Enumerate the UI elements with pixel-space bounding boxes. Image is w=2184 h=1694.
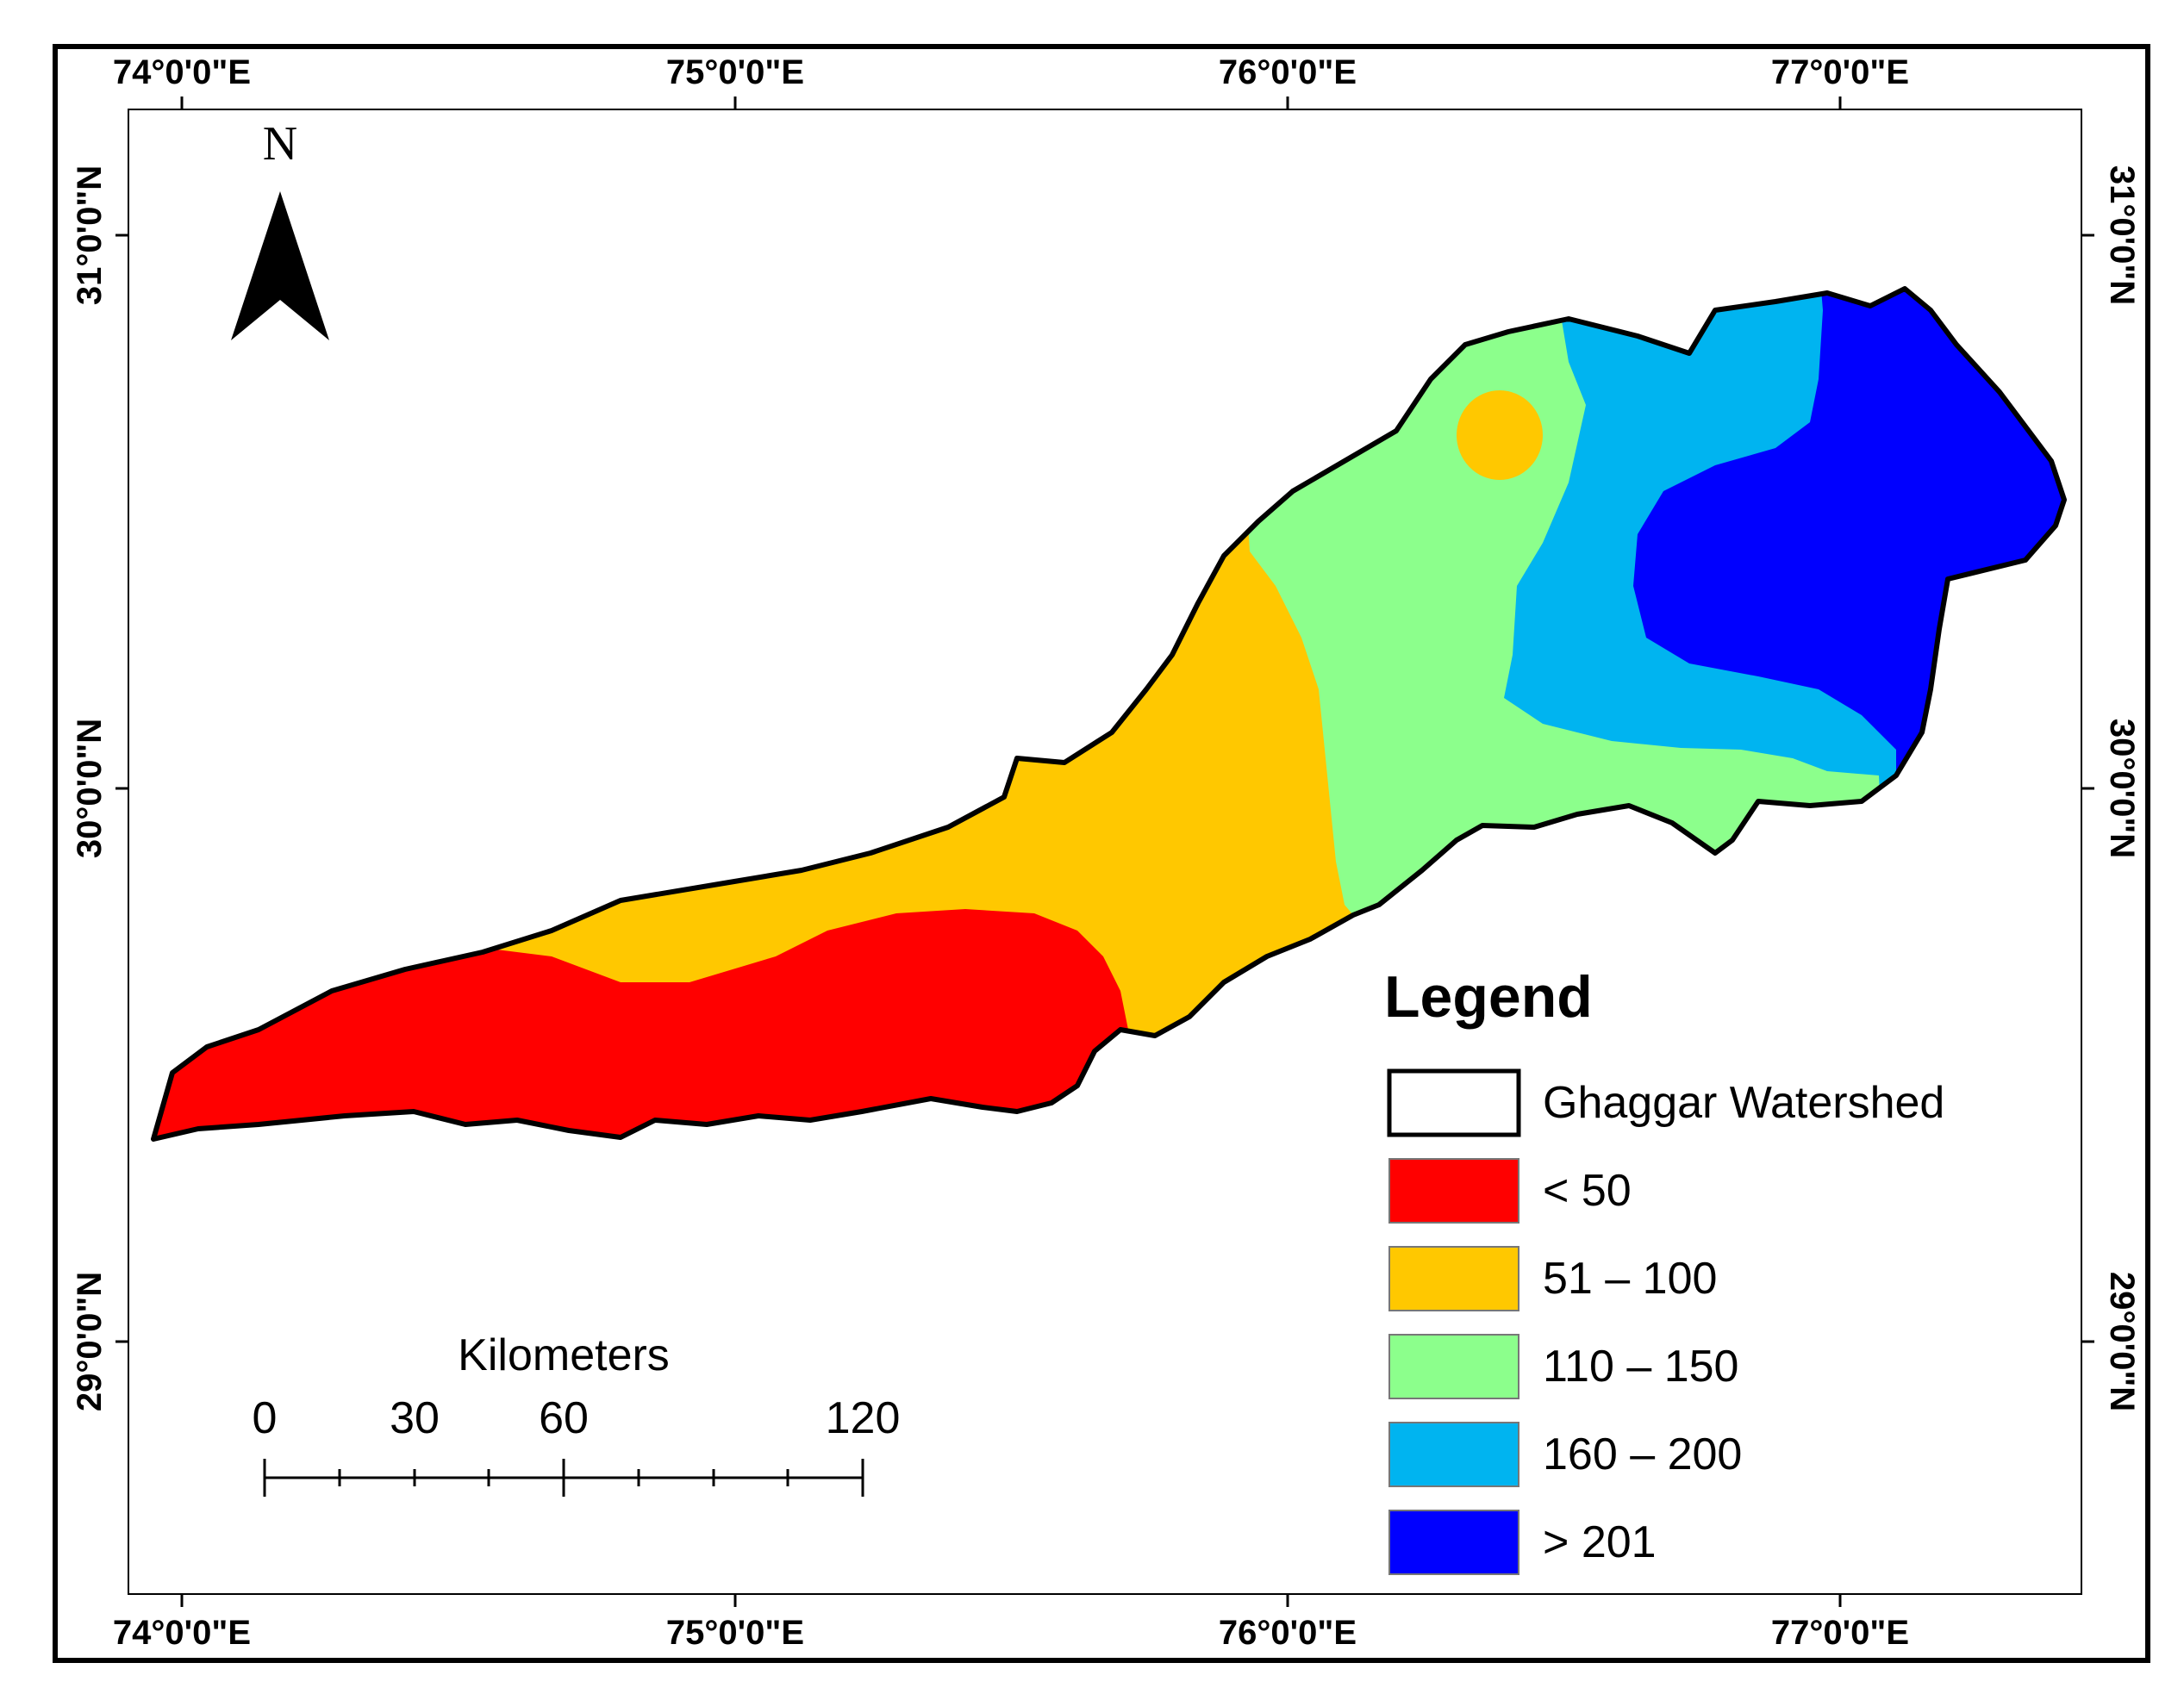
- lat-label-right-31: 31°0'0"N: [2103, 165, 2141, 305]
- legend-title: Legend: [1384, 964, 1593, 1030]
- legend-swatch-5: [1388, 1510, 1519, 1575]
- legend-swatch-3: [1388, 1334, 1519, 1399]
- lon-label-top-75: 75°0'0"E: [666, 53, 804, 91]
- lat-label-left-31: 31°0'0"N: [71, 165, 109, 305]
- legend-swatch-2: [1388, 1246, 1519, 1311]
- scale-bar-line: [263, 1459, 864, 1497]
- lon-label-bottom-77: 77°0'0"E: [1771, 1614, 1909, 1652]
- lon-label-bottom-75: 75°0'0"E: [666, 1614, 804, 1652]
- zone-51-100-island: [1457, 390, 1543, 480]
- lon-label-top-74: 74°0'0"E: [113, 53, 251, 91]
- lon-label-top-77: 77°0'0"E: [1771, 53, 1909, 91]
- scale-bar: Kilometers 0 30 60 120: [253, 1330, 901, 1497]
- north-arrow: N: [231, 117, 329, 340]
- scale-tick-label-0: 0: [253, 1393, 278, 1443]
- legend-label-1: < 50: [1543, 1166, 1632, 1216]
- scale-tick-label-60: 60: [539, 1393, 589, 1443]
- lat-label-left-29: 29°0'0"N: [71, 1272, 109, 1411]
- graticule-ticks: [115, 97, 2094, 1607]
- scale-tick-label-30: 30: [390, 1393, 440, 1443]
- legend-label-4: 160 – 200: [1543, 1429, 1742, 1479]
- legend-label-0: Ghaggar Watershed: [1543, 1078, 1944, 1128]
- legend-label-2: 51 – 100: [1543, 1254, 1717, 1304]
- lon-label-top-76: 76°0'0"E: [1219, 53, 1357, 91]
- legend-swatch-0: [1387, 1068, 1521, 1137]
- lon-label-bottom-74: 74°0'0"E: [113, 1614, 251, 1652]
- scale-tick-label-120: 120: [826, 1393, 901, 1443]
- north-arrow-icon: [231, 191, 329, 340]
- outer-frame: [53, 44, 2150, 1663]
- legend: Legend Ghaggar Watershed < 50 51 – 100 110 …: [1384, 964, 1944, 1575]
- legend-label-5: > 201: [1543, 1517, 1657, 1567]
- watershed-boundary: [151, 286, 2067, 1142]
- lat-label-right-29: 29°0'0"N: [2103, 1272, 2141, 1411]
- lon-label-bottom-76: 76°0'0"E: [1219, 1614, 1357, 1652]
- scale-title: Kilometers: [458, 1330, 670, 1380]
- lat-label-left-30: 30°0'0"N: [71, 719, 109, 858]
- legend-swatch-4: [1388, 1422, 1519, 1487]
- north-label: N: [263, 117, 297, 171]
- legend-label-3: 110 – 150: [1543, 1342, 1738, 1392]
- lat-label-right-30: 30°0'0"N: [2103, 719, 2141, 858]
- legend-swatch-1: [1388, 1158, 1519, 1224]
